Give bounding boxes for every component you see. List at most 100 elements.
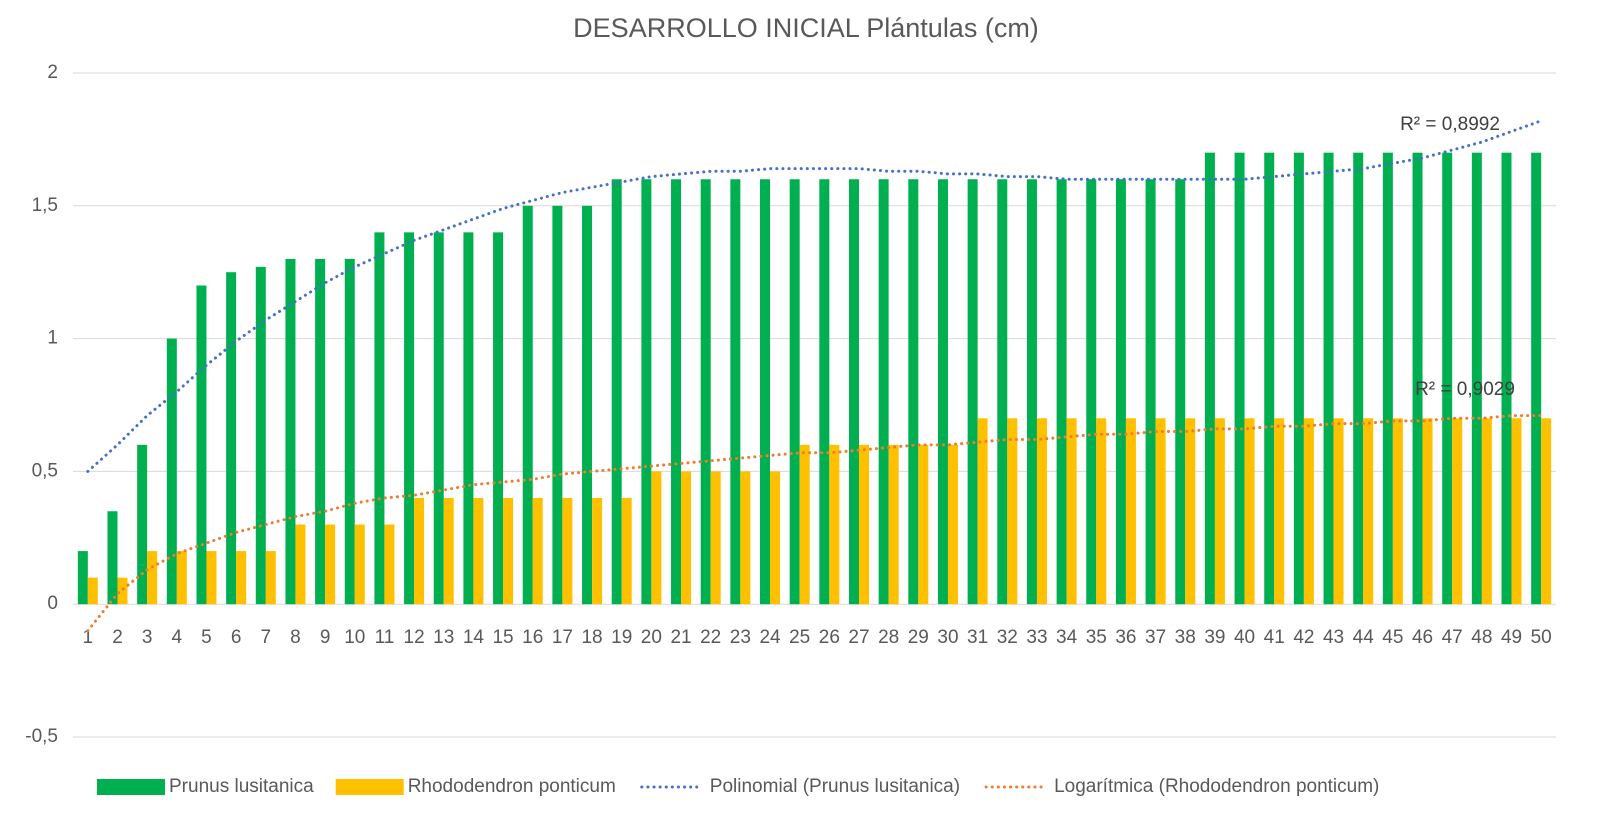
x-tick-label: 36 — [1115, 627, 1136, 648]
x-tick-label: 21 — [670, 627, 691, 648]
y-tick-label: 0 — [47, 593, 58, 614]
legend-swatch — [97, 779, 165, 795]
x-tick-label: 15 — [492, 627, 513, 648]
bar — [1481, 418, 1492, 605]
bar — [770, 471, 781, 605]
x-tick-label: 39 — [1204, 627, 1225, 648]
x-tick-label: 13 — [433, 627, 454, 648]
bar — [947, 444, 958, 605]
bar — [918, 444, 929, 605]
trend-line — [86, 119, 1543, 473]
bar — [997, 179, 1008, 605]
x-tick-label: 4 — [172, 627, 183, 648]
bar — [1007, 418, 1018, 605]
bar — [700, 179, 711, 605]
bar — [1056, 179, 1067, 605]
x-tick-label: 37 — [1145, 627, 1166, 648]
bar — [848, 179, 859, 605]
bar — [611, 179, 622, 605]
bar — [1442, 152, 1453, 605]
bar — [1244, 418, 1255, 605]
bar — [1066, 418, 1077, 605]
bar — [829, 444, 840, 605]
x-tick-label: 19 — [611, 627, 632, 648]
bar — [740, 471, 751, 605]
bar — [858, 444, 869, 605]
bar — [562, 497, 573, 605]
legend-swatch — [335, 779, 404, 795]
x-tick-label: 29 — [908, 627, 929, 648]
x-tick-label: 11 — [375, 627, 395, 648]
bar — [463, 232, 474, 605]
y-tick-label: -0,5 — [25, 726, 58, 747]
x-tick-label: 46 — [1412, 627, 1433, 648]
x-tick-label: 28 — [878, 627, 899, 648]
bar — [1264, 152, 1275, 605]
bar — [1274, 418, 1285, 605]
x-tick-label: 34 — [1056, 627, 1078, 648]
bar — [354, 524, 365, 605]
bar — [641, 179, 652, 605]
x-tick-label: 32 — [997, 627, 1018, 648]
bar — [414, 497, 425, 605]
y-tick-label: 0,5 — [32, 460, 58, 481]
x-tick-label: 41 — [1264, 627, 1285, 648]
legend-label: Rhododendron ponticum — [408, 776, 616, 797]
bar — [1204, 152, 1215, 605]
legend-label: Polinomial (Prunus lusitanica) — [710, 776, 960, 797]
x-tick-label: 43 — [1323, 627, 1344, 648]
x-tick-label: 30 — [937, 627, 958, 648]
x-tick-label: 14 — [463, 627, 485, 648]
bar — [1501, 152, 1512, 605]
bar — [1323, 152, 1334, 605]
bar — [1185, 418, 1196, 605]
x-tick-label: 26 — [819, 627, 840, 648]
x-tick-label: 48 — [1471, 627, 1492, 648]
x-tick-label: 35 — [1086, 627, 1107, 648]
x-tick-label: 23 — [730, 627, 751, 648]
bar — [433, 232, 444, 605]
bar — [236, 551, 247, 605]
bar — [1471, 152, 1482, 605]
x-tick-label: 40 — [1234, 627, 1255, 648]
x-tick-label: 44 — [1353, 627, 1375, 648]
bar — [760, 179, 771, 605]
bar — [87, 577, 98, 605]
bar — [295, 524, 306, 605]
bar — [1145, 179, 1156, 605]
x-tick-label: 49 — [1501, 627, 1522, 648]
x-tick-label: 50 — [1531, 627, 1552, 648]
bar — [1175, 179, 1186, 605]
x-tick-label: 24 — [759, 627, 781, 648]
bar — [147, 551, 158, 605]
x-tick-label: 12 — [404, 627, 425, 648]
x-tick-label: 42 — [1293, 627, 1314, 648]
bar — [265, 551, 276, 605]
bar — [176, 551, 187, 605]
x-tick-label: 18 — [581, 627, 602, 648]
bar — [1541, 418, 1552, 605]
x-tick-label: 10 — [344, 627, 365, 648]
bar — [937, 179, 948, 605]
bar — [1333, 418, 1344, 605]
x-tick-label: 1 — [83, 627, 94, 648]
annotation: R² = 0,9029 — [1415, 379, 1515, 400]
bar — [1392, 418, 1403, 605]
bar — [1422, 418, 1433, 605]
bar — [77, 551, 88, 605]
bar — [255, 266, 266, 605]
y-tick-label: 1,5 — [32, 195, 58, 216]
x-tick-label: 45 — [1382, 627, 1403, 648]
bar — [503, 497, 514, 605]
x-tick-label: 6 — [231, 627, 242, 648]
x-tick-label: 47 — [1442, 627, 1463, 648]
bar — [582, 205, 593, 605]
x-tick-label: 27 — [848, 627, 869, 648]
bar — [1353, 152, 1364, 605]
bar — [1293, 152, 1304, 605]
bar — [493, 232, 504, 605]
bar — [1303, 418, 1314, 605]
x-tick-label: 31 — [967, 627, 988, 648]
bar — [789, 179, 800, 605]
